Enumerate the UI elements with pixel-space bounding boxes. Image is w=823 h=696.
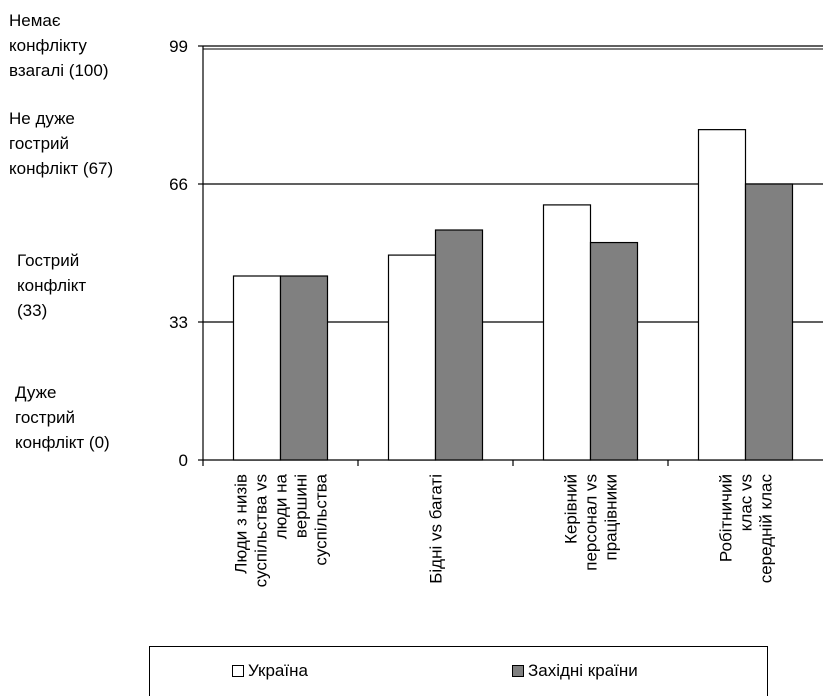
bar-series1-cat1: [434, 229, 484, 461]
x-category-label-2-line-0: Керівний: [562, 474, 581, 544]
x-category-label-0-line-3: вершині: [292, 474, 311, 538]
bar-series1-cat2: [589, 241, 639, 461]
x-category-label-2-line-1: персонал vs: [582, 474, 601, 571]
bar-series0-cat1: [387, 254, 437, 461]
x-category-label-1: Бідні vs багаті: [427, 474, 446, 584]
bar-series1-cat3: [744, 183, 794, 461]
annotation-very-sharp: Дуже гострий конфлікт (0): [15, 383, 110, 452]
y-tick-label-33: 33: [169, 313, 188, 332]
y-tick-label-66: 66: [169, 175, 188, 194]
y-tick-label-99: 99: [169, 37, 188, 56]
y-tick-label-0: 0: [179, 451, 188, 470]
bar-series0-cat2: [542, 204, 592, 461]
x-category-label-1-line-0: Бідні vs багаті: [427, 474, 446, 584]
legend-item-ukraine: Україна: [232, 661, 308, 681]
x-category-label-3-line-0: Робітничий: [717, 474, 736, 562]
legend-label-western: Західні країни: [528, 661, 638, 680]
bar-series0-cat3: [697, 129, 747, 461]
legend-item-western: Західні країни: [512, 661, 638, 681]
annotation-sharp: Гострий конфлікт (33): [17, 251, 87, 320]
x-category-label-0-line-2: люди на: [272, 473, 291, 539]
x-category-label-0-line-1: суспільства vs: [252, 474, 271, 587]
annotation-no-conflict: Немає конфлікту взагалі (100): [9, 11, 109, 80]
x-category-label-0-line-4: суспільства: [312, 473, 331, 565]
bar-series1-cat0: [279, 275, 329, 461]
annotation-not-very-sharp: Не дуже гострий конфлікт (67): [9, 109, 114, 178]
x-category-label-0-line-0: Люди з низів: [232, 474, 251, 574]
bar-series0-cat0: [232, 275, 282, 461]
x-category-label-3: Робітничий клас vs середній клас: [717, 474, 776, 584]
x-category-label-2: Керівний персонал vs працівники: [562, 474, 621, 571]
x-category-label-3-line-1: клас vs: [737, 474, 756, 531]
x-category-label-3-line-2: середній клас: [757, 474, 776, 584]
legend: Україна Західні країни: [149, 646, 768, 696]
x-category-label-2-line-2: працівники: [602, 474, 621, 560]
legend-label-ukraine: Україна: [248, 661, 308, 680]
legend-swatch-western: [512, 665, 524, 677]
legend-swatch-ukraine: [232, 665, 244, 677]
x-category-label-0: Люди з низів суспільства vs люди на вершині…: [232, 473, 331, 587]
